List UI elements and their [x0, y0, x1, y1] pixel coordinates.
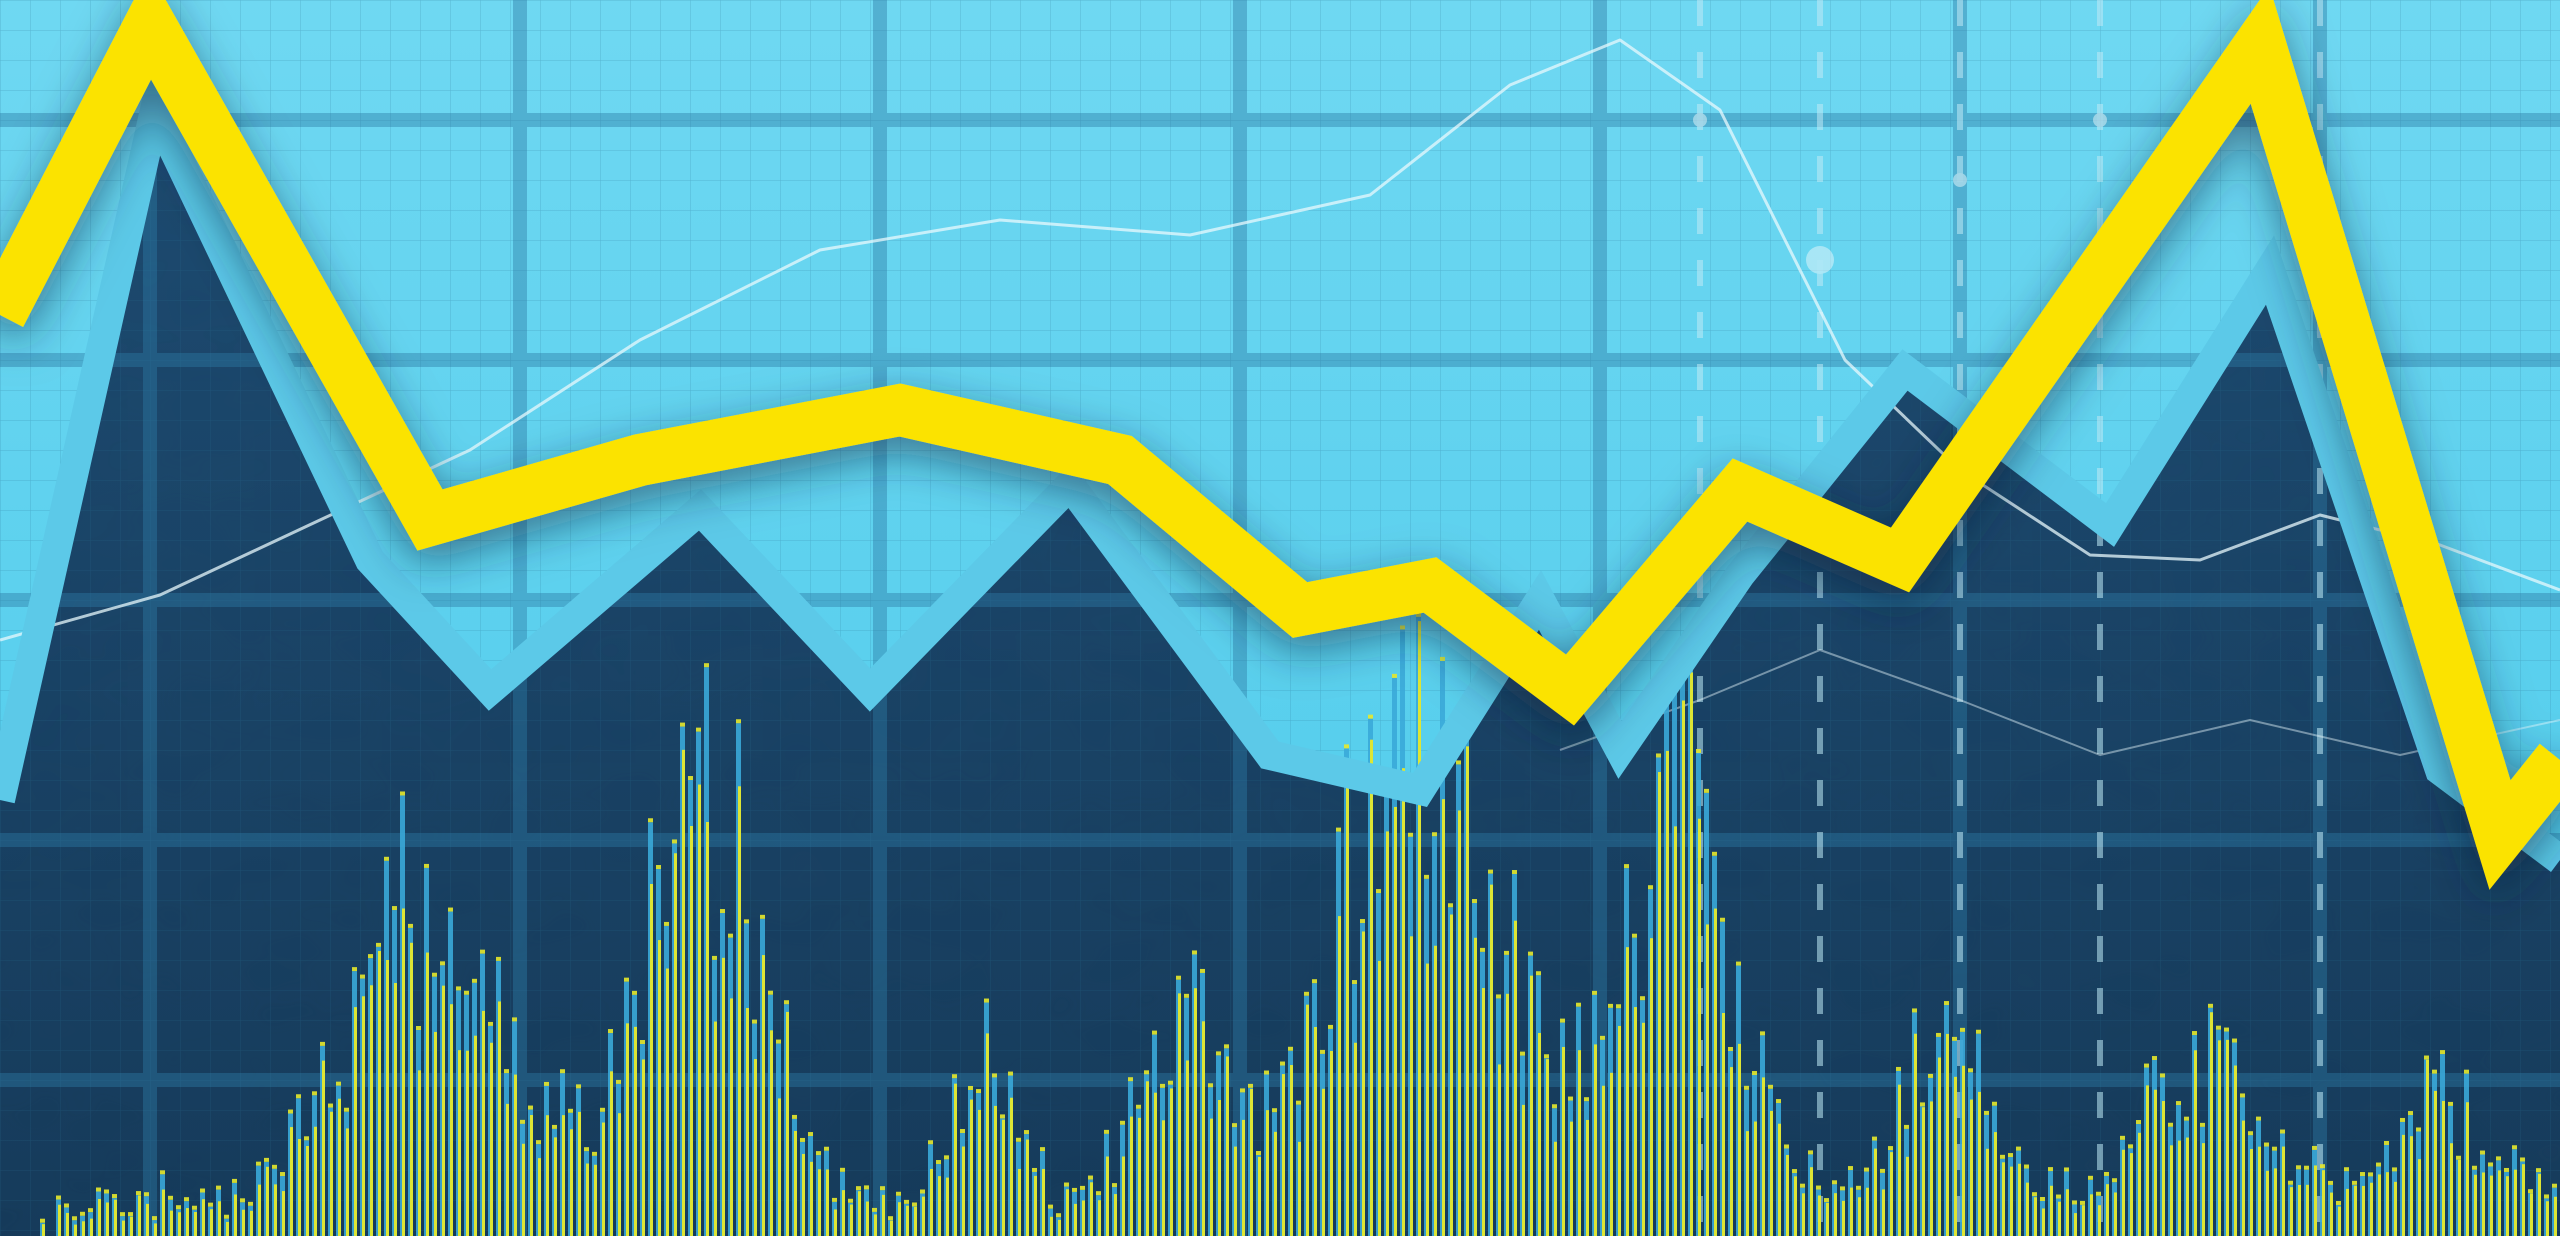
- chart-svg: [0, 0, 2560, 1236]
- chart-stage: [0, 0, 2560, 1236]
